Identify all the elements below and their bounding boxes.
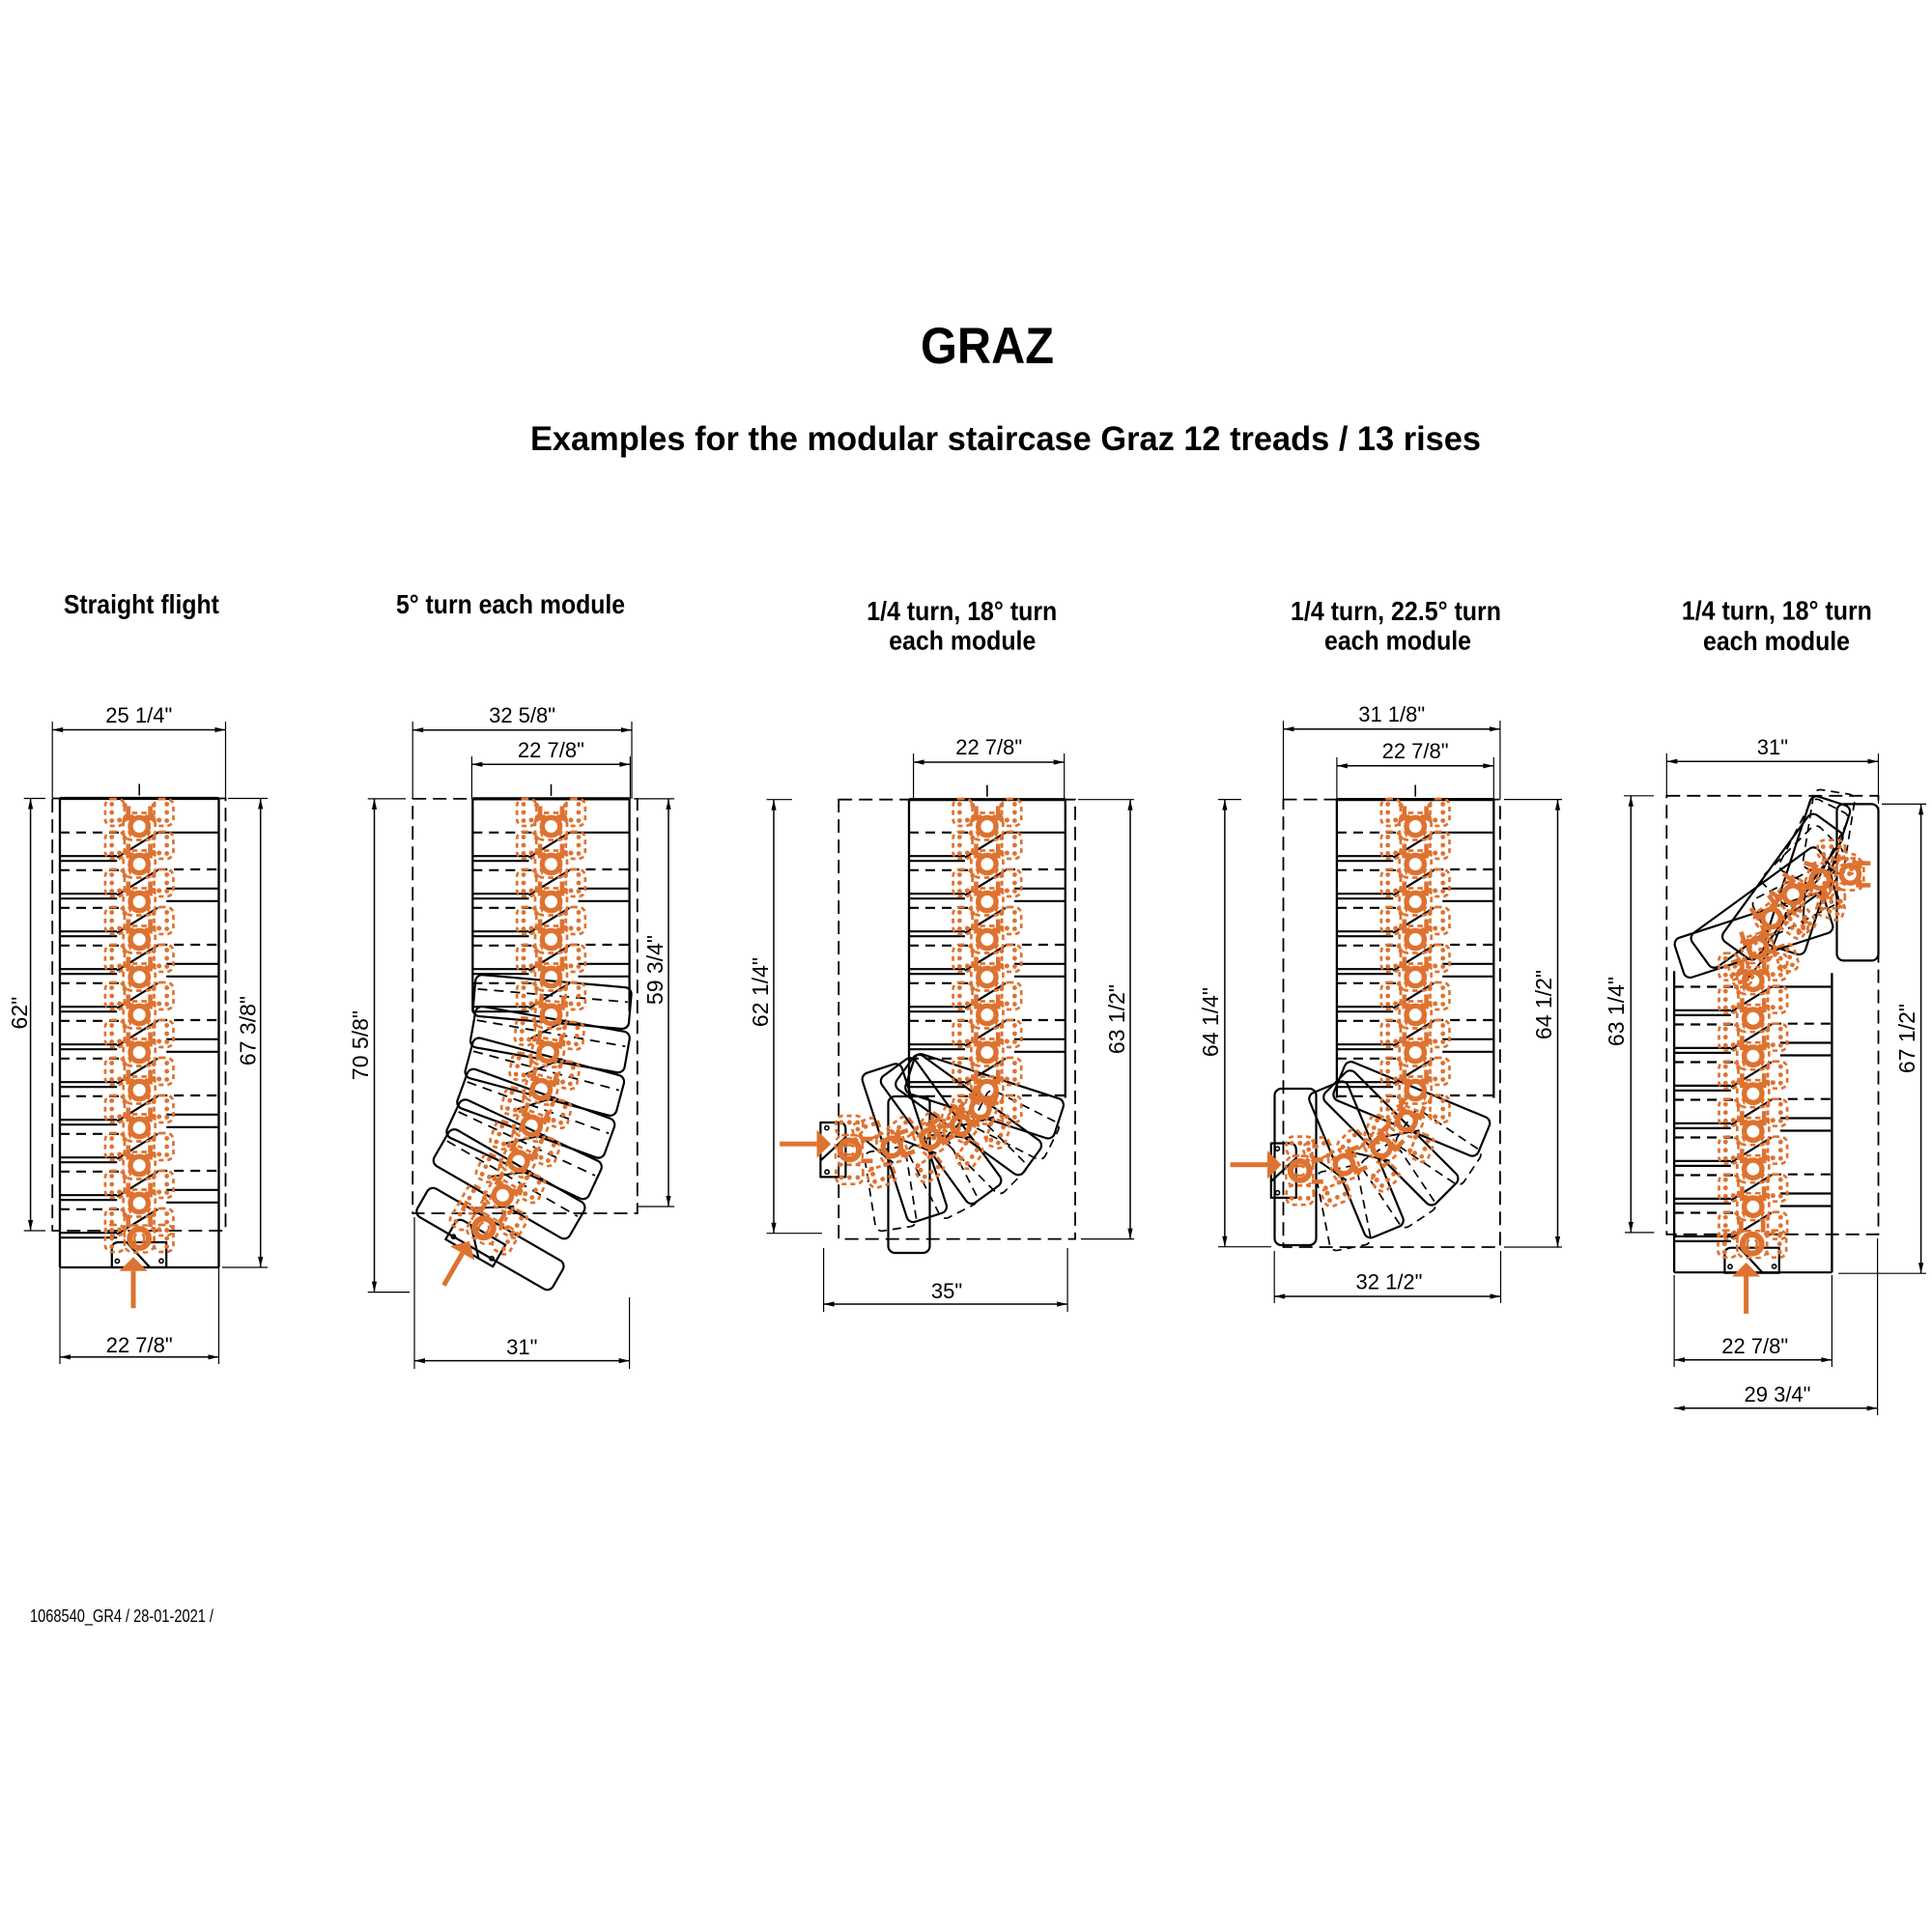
svg-text:35": 35" (931, 1279, 962, 1303)
svg-text:63 1/4": 63 1/4" (1604, 977, 1629, 1046)
svg-text:22 7/8": 22 7/8" (1721, 1334, 1788, 1358)
svg-text:31": 31" (506, 1335, 537, 1359)
svg-text:31 1/8": 31 1/8" (1358, 702, 1425, 726)
svg-text:64 1/2": 64 1/2" (1531, 970, 1556, 1039)
svg-text:22 7/8": 22 7/8" (106, 1333, 173, 1357)
svg-text:22 7/8": 22 7/8" (955, 735, 1022, 759)
svg-text:32 1/2": 32 1/2" (1356, 1270, 1423, 1294)
svg-text:64 1/4": 64 1/4" (1198, 987, 1223, 1057)
svg-text:each module: each module (1324, 626, 1471, 656)
svg-text:each module: each module (889, 626, 1036, 656)
svg-text:Examples for the modular stair: Examples for the modular staircase Graz … (530, 420, 1481, 458)
svg-text:62 1/4": 62 1/4" (748, 957, 773, 1027)
svg-text:22 7/8": 22 7/8" (1382, 739, 1449, 763)
svg-text:25 1/4": 25 1/4" (105, 703, 172, 727)
svg-text:59 3/4": 59 3/4" (642, 935, 668, 1005)
svg-text:31": 31" (1757, 735, 1788, 759)
svg-text:1/4 turn, 18° turn: 1/4 turn, 18° turn (867, 596, 1057, 626)
svg-text:70 5/8": 70 5/8" (348, 1010, 373, 1080)
svg-text:1/4 turn, 18° turn: 1/4 turn, 18° turn (1682, 595, 1872, 625)
svg-text:67 1/2": 67 1/2" (1894, 1004, 1919, 1073)
svg-text:each module: each module (1703, 626, 1850, 656)
svg-text:5° turn each module: 5° turn each module (396, 589, 625, 619)
svg-text:32 5/8": 32 5/8" (489, 703, 555, 727)
svg-text:29 3/4": 29 3/4" (1745, 1382, 1811, 1406)
svg-text:Straight flight: Straight flight (64, 589, 219, 619)
svg-text:1068540_GR4 / 28-01-2021 /: 1068540_GR4 / 28-01-2021 / (30, 1606, 213, 1627)
svg-text:GRAZ: GRAZ (921, 318, 1054, 375)
svg-text:63 1/2": 63 1/2" (1104, 984, 1129, 1054)
svg-text:1/4 turn, 22.5° turn: 1/4 turn, 22.5° turn (1291, 596, 1501, 626)
svg-text:22 7/8": 22 7/8" (518, 738, 584, 762)
svg-text:62": 62" (7, 997, 32, 1030)
svg-text:67 3/8": 67 3/8" (236, 996, 261, 1065)
